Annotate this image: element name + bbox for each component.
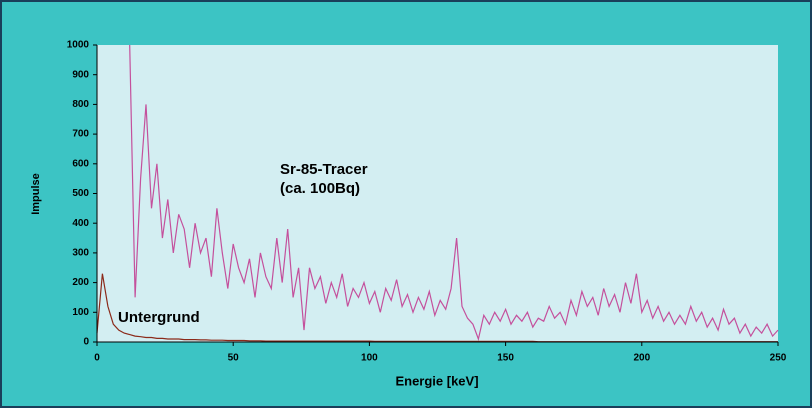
x-tick-label: 150 bbox=[497, 353, 514, 364]
x-axis-label: Energie [keV] bbox=[395, 373, 478, 388]
plot-area bbox=[97, 45, 778, 342]
y-tick-label: 1000 bbox=[67, 40, 90, 51]
y-tick-label: 100 bbox=[72, 307, 89, 318]
annotation: (ca. 100Bq) bbox=[280, 180, 360, 197]
annotation: Sr-85-Tracer bbox=[280, 161, 368, 178]
x-tick-label: 100 bbox=[361, 353, 378, 364]
x-tick-label: 200 bbox=[633, 353, 650, 364]
y-tick-label: 0 bbox=[83, 337, 89, 348]
y-tick-label: 900 bbox=[72, 69, 89, 80]
y-tick-label: 800 bbox=[72, 99, 89, 110]
x-tick-label: 250 bbox=[770, 353, 787, 364]
y-axis-label: Impulse bbox=[30, 173, 42, 215]
x-tick-label: 0 bbox=[94, 353, 100, 364]
y-tick-label: 300 bbox=[72, 248, 89, 259]
y-tick-label: 700 bbox=[72, 129, 89, 140]
y-tick-label: 500 bbox=[72, 188, 89, 199]
data-line bbox=[129, 44, 779, 342]
x-tick-label: 50 bbox=[228, 353, 240, 364]
y-tick-label: 200 bbox=[72, 277, 89, 288]
y-tick-label: 400 bbox=[72, 218, 89, 229]
annotation: Untergrund bbox=[118, 309, 200, 326]
y-tick-label: 600 bbox=[72, 158, 89, 169]
